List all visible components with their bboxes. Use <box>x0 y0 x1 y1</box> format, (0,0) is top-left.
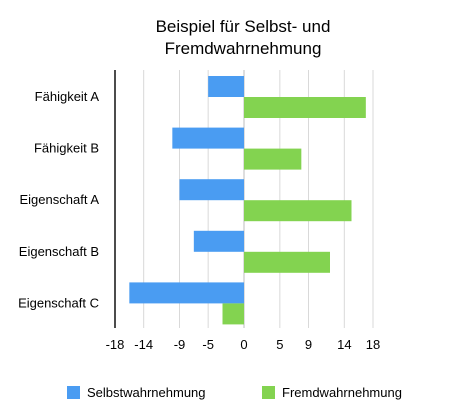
x-tick-label: 5 <box>276 337 283 352</box>
x-tick-label: -9 <box>174 337 186 352</box>
chart-title-line-2: Fremdwahrnehmung <box>165 39 322 58</box>
category-labels: Fähigkeit A Fähigkeit B Eigenschaft A Eigen… <box>18 89 99 310</box>
bar-fremd-1 <box>244 148 302 170</box>
x-tick-label: -18 <box>106 337 125 352</box>
chart-title-line-1: Beispiel für Selbst- und <box>156 17 331 36</box>
bar-fremd-0 <box>244 97 366 118</box>
legend-label: Selbstwahrnehmung <box>87 385 206 400</box>
x-tick-label: 9 <box>305 337 312 352</box>
legend: Selbstwahrnehmung Fremdwahrnehmung <box>67 385 402 400</box>
bar-selbst-3 <box>193 230 244 252</box>
category-label: Eigenschaft A <box>20 192 100 207</box>
x-tick-labels: -18 -14 -9 -5 0 5 9 14 18 <box>106 337 381 352</box>
category-label: Fähigkeit B <box>34 141 99 156</box>
chart-title: Beispiel für Selbst- und Fremdwahrnehmun… <box>156 17 331 58</box>
bar-selbst-1 <box>172 127 244 149</box>
x-tick-label: -5 <box>202 337 214 352</box>
bar-fremd-2 <box>244 200 352 222</box>
legend-label: Fremdwahrnehmung <box>282 385 402 400</box>
bars <box>129 76 366 325</box>
category-label: Eigenschaft C <box>18 295 99 310</box>
bar-fremd-4 <box>222 303 244 325</box>
legend-swatch <box>262 386 275 399</box>
bar-fremd-3 <box>244 251 330 273</box>
bar-selbst-2 <box>179 179 244 201</box>
x-tick-label: 0 <box>240 337 247 352</box>
x-tick-label: 18 <box>366 337 380 352</box>
category-label: Fähigkeit A <box>35 89 100 104</box>
legend-swatch <box>67 386 80 399</box>
bar-selbst-4 <box>129 282 244 304</box>
x-tick-label: -14 <box>134 337 153 352</box>
x-tick-label: 14 <box>337 337 351 352</box>
bar-selbst-0 <box>208 76 244 97</box>
category-label: Eigenschaft B <box>19 244 99 259</box>
